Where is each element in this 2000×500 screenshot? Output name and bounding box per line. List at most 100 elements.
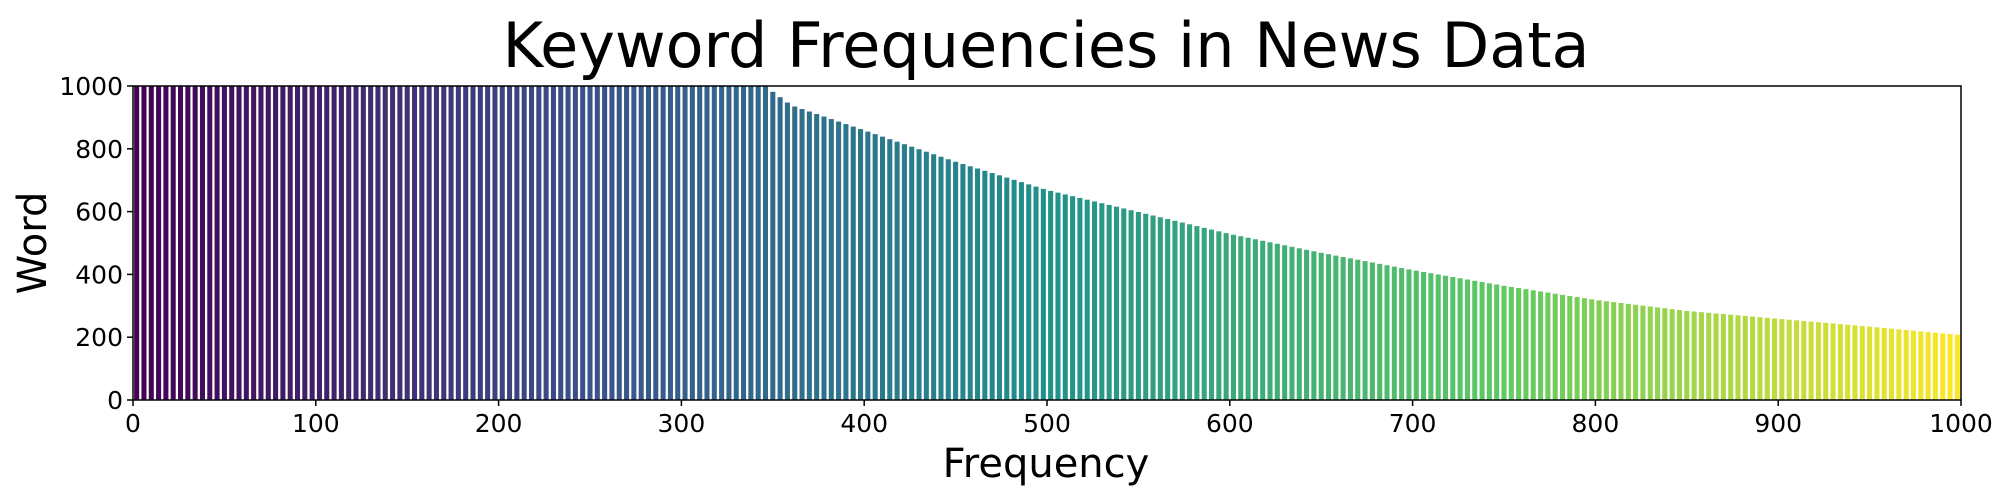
x-tick-label: 800 <box>1572 409 1620 438</box>
bar <box>1434 273 1442 401</box>
bar <box>652 85 660 401</box>
bar <box>1676 309 1683 401</box>
bar <box>1595 299 1603 401</box>
bar <box>1544 291 1552 401</box>
y-axis-ticks: 0 200 400 600 800 1000 <box>59 72 133 415</box>
bar <box>1398 267 1405 401</box>
bar <box>996 174 1003 401</box>
bar <box>1668 308 1676 401</box>
bar <box>601 85 608 401</box>
bar <box>228 85 236 401</box>
bar <box>1515 287 1522 401</box>
bar <box>542 85 550 401</box>
bar <box>1471 279 1479 401</box>
bar <box>1603 300 1610 401</box>
y-tick-label: 200 <box>75 323 123 352</box>
bar <box>1274 242 1281 401</box>
bar <box>1763 317 1771 401</box>
bar <box>235 85 243 401</box>
bar <box>1880 327 1888 401</box>
bar <box>1208 228 1215 401</box>
bar <box>1741 315 1749 401</box>
bar <box>827 118 835 401</box>
bar <box>359 85 367 401</box>
bar <box>1785 318 1793 401</box>
bar <box>1266 241 1274 401</box>
bar <box>1464 278 1471 401</box>
y-tick-label: 400 <box>75 260 123 289</box>
bar <box>374 85 382 401</box>
bar <box>455 85 462 401</box>
bar <box>1800 320 1808 401</box>
x-axis-label: Frequency <box>943 441 1150 487</box>
bar <box>191 85 199 401</box>
bar <box>308 85 316 401</box>
bars-layer <box>133 85 1961 401</box>
bar <box>1778 318 1786 401</box>
bar <box>367 85 374 401</box>
bar <box>147 85 155 401</box>
bar <box>944 158 952 401</box>
bar <box>1858 325 1866 401</box>
bar <box>966 165 974 401</box>
bar <box>769 90 777 401</box>
bar <box>681 85 689 401</box>
bar <box>257 85 265 401</box>
bar <box>1142 212 1150 401</box>
bar <box>316 85 323 401</box>
bar <box>1332 254 1340 401</box>
bar <box>1325 253 1332 401</box>
bar <box>345 85 353 401</box>
bar <box>403 85 411 401</box>
bar <box>1186 223 1193 401</box>
bar <box>849 125 857 401</box>
bar <box>1493 283 1501 401</box>
bar <box>513 85 521 401</box>
bar <box>389 85 396 401</box>
bar <box>864 130 872 401</box>
bar <box>637 85 645 401</box>
bar <box>272 85 279 401</box>
bar <box>718 85 725 401</box>
bar <box>1383 264 1391 401</box>
bar <box>1098 202 1106 401</box>
bar <box>381 85 389 401</box>
bar <box>418 85 426 401</box>
bar <box>1486 282 1493 401</box>
bar <box>1749 315 1756 401</box>
bar <box>1127 209 1135 401</box>
bar <box>1040 188 1047 401</box>
bar <box>1193 225 1201 401</box>
bar <box>206 85 214 401</box>
bar <box>1624 303 1632 401</box>
bar <box>1566 295 1574 401</box>
bar <box>1807 320 1815 401</box>
bar <box>338 85 345 401</box>
bar <box>710 85 718 401</box>
bar <box>732 85 740 401</box>
bar <box>1339 256 1347 401</box>
bar <box>440 85 448 401</box>
bar <box>689 85 696 401</box>
bar <box>1427 272 1435 401</box>
bar <box>1164 218 1171 401</box>
x-tick-label: 600 <box>1206 409 1254 438</box>
bar <box>1032 185 1040 401</box>
bar <box>1705 311 1713 401</box>
bar <box>1288 245 1296 401</box>
bar <box>1442 274 1449 401</box>
bar <box>1449 276 1457 401</box>
bar <box>476 85 484 401</box>
bar <box>1551 292 1559 401</box>
x-tick-label: 900 <box>1754 409 1802 438</box>
x-tick-label: 200 <box>475 409 523 438</box>
bar <box>784 101 791 401</box>
bar <box>879 135 886 401</box>
bar <box>630 85 638 401</box>
bar <box>1537 290 1544 401</box>
bar <box>177 85 184 401</box>
x-tick-label: 700 <box>1389 409 1437 438</box>
bar <box>754 85 762 401</box>
bar <box>155 85 162 401</box>
